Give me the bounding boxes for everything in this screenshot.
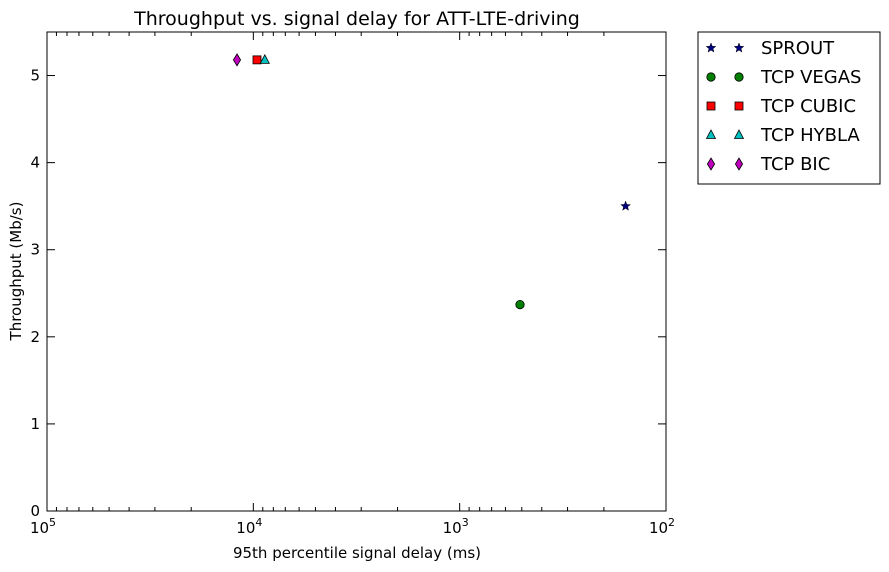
legend-marker-tcp-cubic	[734, 101, 744, 111]
legend-label-tcp-hybla: TCP HYBLA	[760, 125, 860, 146]
legend-marker-sprout	[733, 42, 745, 53]
y-tick-label: 0	[30, 502, 40, 520]
legend-label-sprout: SPROUT	[761, 38, 835, 59]
legend-marker-tcp-hybla	[705, 129, 717, 139]
legend-label-tcp-vegas: TCP VEGAS	[760, 67, 861, 88]
data-point-tcp-bic	[232, 53, 242, 67]
x-tick-label-exponent: 3	[462, 516, 469, 529]
legend-label-tcp-bic: TCP BIC	[760, 154, 830, 175]
legend-marker-tcp-vegas	[734, 72, 744, 82]
legend-marker-tcp-bic	[706, 157, 716, 171]
data-point-tcp-vegas	[515, 299, 525, 310]
x-tick-label-exponent: 4	[255, 516, 262, 529]
x-tick-label: 103	[443, 516, 469, 537]
legend-marker-tcp-bic	[734, 157, 744, 171]
y-axis-label: Throughput (Mb/s)	[7, 202, 25, 342]
chart-title: Throughput vs. signal delay for ATT-LTE-…	[133, 8, 580, 30]
data-point-tcp-hybla	[259, 54, 270, 64]
y-tick-label: 5	[30, 67, 40, 85]
legend-marker-tcp-vegas	[706, 72, 716, 82]
y-axis-ticks: 0 1 2 3 4 5	[30, 67, 666, 520]
x-axis-label: 95th percentile signal delay (ms)	[233, 544, 481, 562]
x-tick-label: 102	[649, 516, 675, 537]
legend-marker-tcp-cubic	[706, 101, 716, 111]
x-tick-label: 104	[236, 516, 262, 537]
y-tick-label: 2	[30, 328, 40, 346]
legend: SPROUT TCP VEGAS TCP CUBIC TCP HYBLA TCP BIC	[697, 31, 881, 185]
x-tick-label-exponent: 5	[49, 516, 56, 529]
legend-label-tcp-cubic: TCP CUBIC	[760, 96, 856, 117]
y-tick-label: 3	[30, 241, 40, 259]
legend-box	[697, 31, 881, 185]
data-point-sprout	[620, 200, 632, 211]
legend-marker-sprout	[705, 42, 717, 53]
legend-marker-tcp-hybla	[733, 129, 745, 139]
data-point-tcp-cubic	[252, 55, 262, 65]
y-tick-label: 1	[30, 415, 40, 433]
plot-area	[46, 31, 667, 512]
y-tick-label: 4	[30, 154, 40, 172]
x-tick-label-exponent: 2	[668, 516, 675, 529]
data-points	[232, 53, 632, 310]
